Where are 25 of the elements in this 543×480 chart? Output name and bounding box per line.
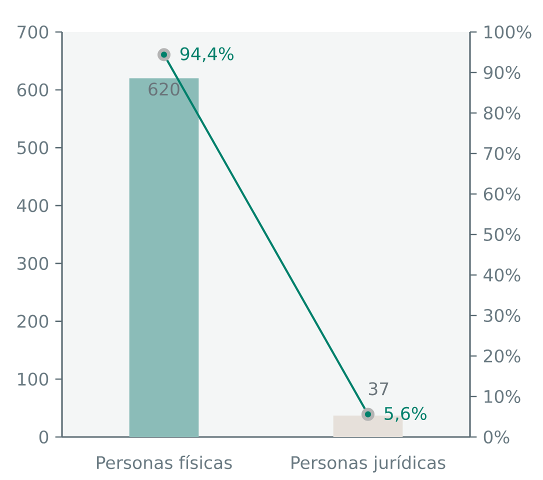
y-tick-label: 400	[17, 199, 48, 212]
y-tick-label: 0	[39, 430, 48, 444]
y2-tick-label: 70%	[484, 146, 520, 160]
x-tick-label: Personas físicas	[97, 455, 232, 470]
y2-tick-label: 50%	[484, 228, 520, 242]
y2-tick-label: 100%	[484, 25, 532, 39]
data-label: 94,4%	[180, 47, 234, 62]
y2-tick-label: 30%	[484, 308, 520, 322]
y-tick-label: 500	[18, 141, 48, 154]
y2-tick-label: 90%	[484, 66, 520, 80]
data-label: 37	[368, 382, 388, 396]
data-label: 5,6%	[384, 406, 426, 422]
data-label: 620	[148, 82, 180, 96]
y2-tick-label: 60%	[484, 187, 520, 201]
y2-tick-label: 80%	[484, 106, 520, 120]
y2-tick-label: 0%	[484, 430, 510, 444]
y-tick-label: 600	[17, 83, 48, 96]
y2-tick-label: 40%	[484, 268, 520, 282]
y2-tick-label: 20%	[484, 349, 520, 363]
x-tick-label: Personas jurídicas	[292, 455, 446, 473]
y-tick-label: 100	[18, 372, 48, 386]
y-tick-label: 300	[18, 256, 48, 270]
y-tick-label: 200	[17, 314, 48, 328]
y2-tick-label: 10%	[484, 390, 520, 404]
y-tick-label: 700	[18, 25, 48, 39]
